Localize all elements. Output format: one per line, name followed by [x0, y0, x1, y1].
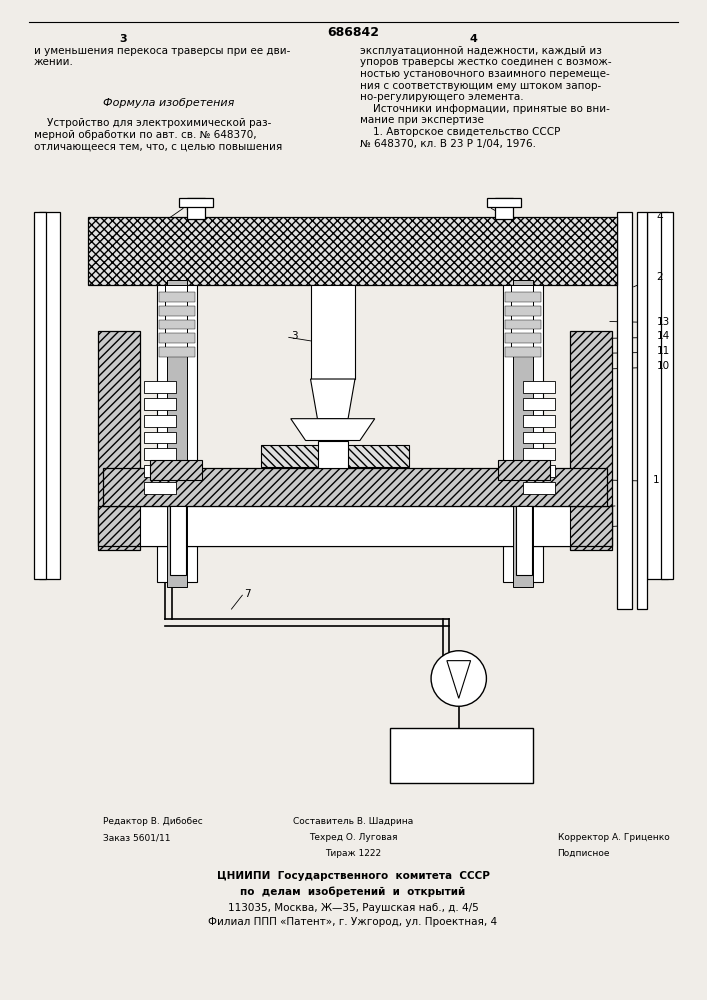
Bar: [39, 212, 61, 579]
Bar: [523, 465, 554, 477]
Bar: [661, 212, 673, 579]
Text: 13: 13: [656, 317, 670, 327]
Bar: [165, 285, 187, 354]
Text: Составитель В. Шадрина: Составитель В. Шадрина: [293, 817, 413, 826]
Text: 4: 4: [469, 34, 477, 44]
Bar: [318, 440, 348, 468]
Bar: [506, 347, 541, 357]
Bar: [506, 292, 541, 302]
Bar: [571, 331, 612, 550]
Text: Филиал ППП «Патент», г. Ужгород, ул. Проектная, 4: Филиал ППП «Патент», г. Ужгород, ул. Про…: [209, 917, 498, 927]
Text: 5: 5: [185, 202, 192, 213]
Bar: [144, 482, 176, 494]
Bar: [158, 285, 197, 582]
Text: Техред О. Луговая: Техред О. Луговая: [309, 833, 397, 842]
Text: 2: 2: [656, 272, 663, 282]
Text: 686842: 686842: [327, 26, 379, 39]
Bar: [88, 217, 617, 285]
Text: 11: 11: [656, 346, 670, 356]
Text: 14: 14: [656, 331, 670, 341]
Bar: [179, 198, 213, 207]
Text: 3: 3: [119, 34, 127, 44]
Text: Заказ 5601/11: Заказ 5601/11: [103, 833, 170, 842]
Bar: [513, 280, 533, 587]
Bar: [523, 415, 554, 427]
Text: по  делам  изобретений  и  открытий: по делам изобретений и открытий: [240, 887, 466, 897]
Polygon shape: [447, 661, 471, 698]
Bar: [144, 448, 176, 460]
Bar: [310, 285, 355, 379]
Text: 3: 3: [291, 331, 298, 341]
Bar: [487, 198, 521, 207]
Text: 4: 4: [656, 212, 663, 222]
Text: эксплуатационной надежности, каждый из
упоров траверсы жестко соединен с возмож-: эксплуатационной надежности, каждый из у…: [360, 46, 612, 149]
Bar: [503, 285, 543, 582]
Bar: [646, 212, 668, 579]
Bar: [523, 432, 554, 443]
Bar: [523, 448, 554, 460]
Bar: [511, 285, 533, 354]
Bar: [98, 331, 139, 550]
Bar: [523, 482, 554, 494]
Bar: [498, 460, 549, 480]
Text: 10: 10: [656, 361, 670, 371]
Polygon shape: [291, 419, 375, 440]
Bar: [159, 347, 195, 357]
Bar: [523, 398, 554, 410]
Bar: [139, 506, 571, 546]
Bar: [98, 506, 612, 546]
Bar: [159, 333, 195, 343]
Bar: [144, 398, 176, 410]
Bar: [159, 306, 195, 316]
Text: ЦНИИПИ  Государственного  комитета  СССР: ЦНИИПИ Государственного комитета СССР: [216, 871, 489, 881]
Bar: [506, 333, 541, 343]
Text: 113035, Москва, Ж—35, Раушская наб., д. 4/5: 113035, Москва, Ж—35, Раушская наб., д. …: [228, 903, 479, 913]
Bar: [516, 506, 532, 575]
Text: Тираж 1222: Тираж 1222: [325, 849, 381, 858]
Bar: [617, 212, 631, 609]
Bar: [159, 292, 195, 302]
Text: и уменьшения перекоса траверсы при ее дви-
жении.: и уменьшения перекоса траверсы при ее дв…: [34, 46, 290, 67]
Bar: [390, 728, 533, 783]
Bar: [168, 280, 187, 587]
Bar: [144, 465, 176, 477]
Bar: [506, 306, 541, 316]
Text: Редактор В. Дибобес: Редактор В. Дибобес: [103, 817, 203, 826]
Text: Подписное: Подписное: [558, 849, 610, 858]
Bar: [144, 381, 176, 393]
Polygon shape: [310, 379, 355, 419]
Ellipse shape: [431, 651, 486, 706]
Bar: [151, 460, 201, 480]
Bar: [523, 381, 554, 393]
Bar: [187, 198, 205, 219]
Bar: [506, 320, 541, 329]
Text: Устройство для электрохимической раз-
мерной обработки по авт. св. № 648370,
отл: Устройство для электрохимической раз- ме…: [34, 118, 282, 151]
Text: 6: 6: [625, 520, 631, 530]
Text: 1: 1: [653, 475, 659, 485]
Bar: [103, 468, 607, 506]
Text: Корректор А. Гриценко: Корректор А. Гриценко: [558, 833, 670, 842]
Bar: [636, 212, 646, 609]
Bar: [170, 506, 186, 575]
Text: Формула изобретения: Формула изобретения: [103, 98, 234, 108]
Bar: [144, 415, 176, 427]
Bar: [496, 198, 513, 219]
Bar: [261, 445, 409, 467]
Bar: [144, 432, 176, 443]
Bar: [34, 212, 46, 579]
Text: 8: 8: [617, 500, 624, 510]
Text: 7: 7: [245, 589, 251, 599]
Text: 9: 9: [429, 510, 436, 520]
Text: 12: 12: [493, 202, 507, 213]
Bar: [159, 320, 195, 329]
